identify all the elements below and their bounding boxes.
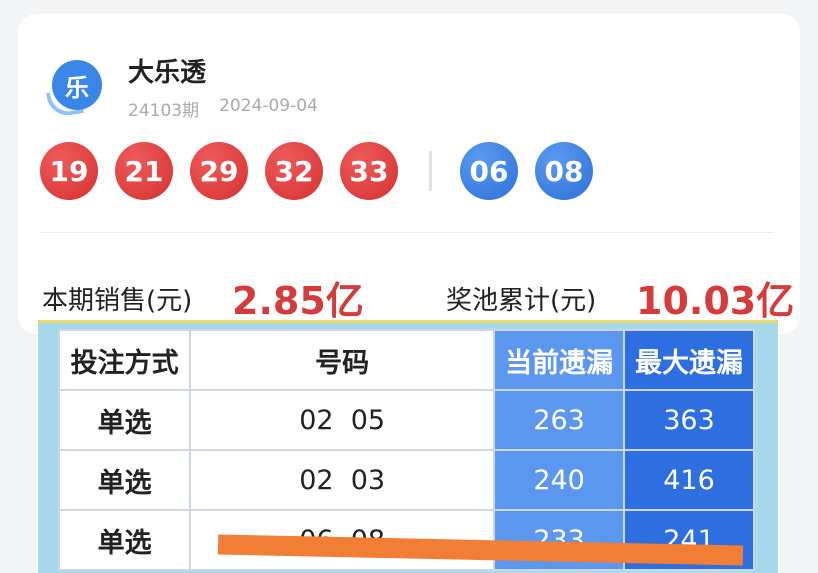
cell-numbers: 02 05 bbox=[189, 389, 496, 451]
draw-meta: 24103期 2024-09-04 bbox=[128, 96, 318, 121]
header-max-omission: 最大遗漏 bbox=[623, 329, 755, 391]
draw-date: 2024-09-04 bbox=[219, 96, 318, 116]
omission-table-container: 投注方式 号码 当前遗漏 最大遗漏 单选 02 05 263 363 单选 02… bbox=[38, 320, 778, 573]
header-bet-type: 投注方式 bbox=[57, 329, 192, 391]
logo-circle: 乐 bbox=[52, 60, 102, 110]
omission-table: 投注方式 号码 当前遗漏 最大遗漏 单选 02 05 263 363 单选 02… bbox=[57, 329, 755, 571]
jackpot-label: 奖池累计(元) bbox=[446, 286, 597, 316]
cell-current-omission: 240 bbox=[493, 449, 626, 511]
header-numbers: 号码 bbox=[189, 329, 496, 391]
table-row: 单选 02 03 240 416 bbox=[57, 449, 755, 511]
front-ball: 33 bbox=[340, 142, 398, 200]
front-ball: 19 bbox=[40, 142, 98, 200]
cell-bet-type: 单选 bbox=[57, 389, 192, 451]
table-row: 单选 02 05 263 363 bbox=[57, 389, 755, 451]
front-ball: 29 bbox=[190, 142, 248, 200]
issue-number: 24103期 bbox=[128, 101, 200, 121]
lottery-logo-icon: 乐 bbox=[46, 60, 104, 119]
period-sales-label: 本期销售(元) bbox=[42, 286, 193, 316]
jackpot-value: 10.03亿 bbox=[636, 279, 795, 323]
winning-numbers: 19 21 29 32 33 06 08 bbox=[40, 142, 610, 200]
cell-max-omission: 416 bbox=[623, 449, 755, 511]
ball-separator bbox=[429, 151, 432, 191]
front-ball: 32 bbox=[265, 142, 323, 200]
header-current-omission: 当前遗漏 bbox=[493, 329, 626, 391]
cell-max-omission: 363 bbox=[623, 389, 755, 451]
card-divider bbox=[40, 232, 774, 233]
table-header-row: 投注方式 号码 当前遗漏 最大遗漏 bbox=[57, 329, 755, 391]
period-sales-value: 2.85亿 bbox=[232, 279, 364, 323]
back-ball: 08 bbox=[535, 142, 593, 200]
sales-summary: 本期销售(元) 2.85亿 奖池累计(元) 10.03亿 bbox=[42, 279, 794, 323]
cell-current-omission: 263 bbox=[493, 389, 626, 451]
cell-numbers: 02 03 bbox=[189, 449, 496, 511]
front-ball: 21 bbox=[115, 142, 173, 200]
cell-bet-type: 单选 bbox=[57, 449, 192, 511]
cell-bet-type: 单选 bbox=[57, 509, 192, 571]
lottery-title: 大乐透 bbox=[128, 58, 207, 88]
back-ball: 06 bbox=[460, 142, 518, 200]
